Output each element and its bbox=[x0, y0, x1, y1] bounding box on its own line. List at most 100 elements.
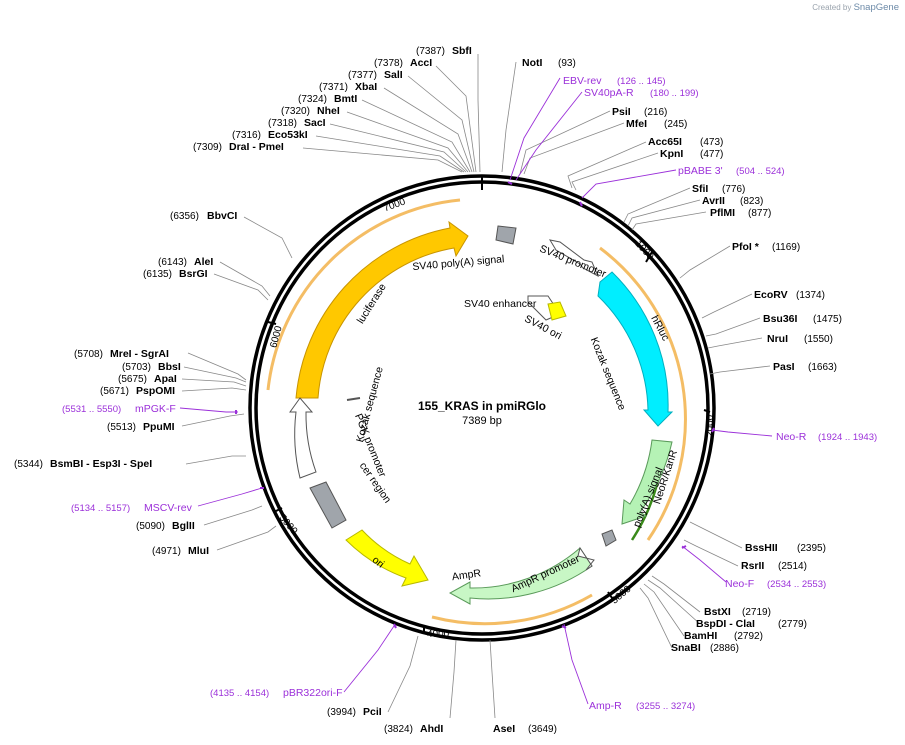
primers-group: EBV-rev (126 .. 145) SV40pA-R (180 .. 19… bbox=[62, 75, 877, 712]
enzyme-name: BglII bbox=[172, 520, 195, 532]
enzyme-pos: (3994) bbox=[327, 707, 356, 718]
ampr-feature bbox=[448, 547, 593, 605]
tick-marks bbox=[267, 176, 711, 634]
enzyme-pos: (2395) bbox=[797, 543, 826, 554]
feature-label-sv40-promoter: SV40 promoter bbox=[538, 243, 608, 281]
sv40-ori-feature bbox=[547, 301, 567, 321]
enzyme-name: MluI bbox=[188, 545, 209, 557]
enzyme-pos: (2779) bbox=[778, 619, 807, 630]
tick-label: 7000 bbox=[382, 196, 407, 214]
ampr-promoter-feature bbox=[577, 546, 595, 571]
enzyme-name: BbvCI bbox=[207, 210, 237, 222]
enzyme-pos: (5090) bbox=[136, 521, 165, 532]
snapgene-credit: Created by SnapGene bbox=[812, 2, 899, 13]
enzymes-left-group: (7387) SbfI (7378) AccI (7377) SalI (737… bbox=[14, 45, 472, 735]
enzyme-name: DraI - PmeI bbox=[229, 141, 284, 153]
plasmid-size: 7389 bp bbox=[462, 415, 502, 427]
enzyme-pos: (5675) bbox=[118, 374, 147, 385]
primer-pos: (126 .. 145) bbox=[617, 76, 666, 87]
enzyme-name: BsrGI bbox=[179, 268, 208, 280]
enzyme-pos: (477) bbox=[700, 149, 723, 160]
enzyme-name: NruI bbox=[767, 333, 788, 345]
enzyme-name: SfiI bbox=[692, 183, 708, 195]
enzyme-name: SnaBI bbox=[671, 642, 701, 654]
enzyme-name: BspDI - ClaI bbox=[696, 618, 755, 630]
enzyme-name: MfeI bbox=[626, 118, 647, 130]
enzyme-name: SacI bbox=[304, 117, 326, 129]
enzyme-pos: (2886) bbox=[710, 643, 739, 654]
primer-pos: (5134 .. 5157) bbox=[71, 503, 130, 514]
sv40-promoter-feature bbox=[548, 239, 600, 278]
feature-label-sv40-polya: SV40 poly(A) signal bbox=[412, 253, 505, 273]
snapgene-logo: SnapGene bbox=[853, 2, 899, 13]
enzyme-pos: (7320) bbox=[281, 106, 310, 117]
enzyme-pos: (473) bbox=[700, 137, 723, 148]
enzyme-name: AvrII bbox=[702, 195, 725, 207]
enzyme-pos: (6135) bbox=[143, 269, 172, 280]
enzyme-pos: (7324) bbox=[298, 94, 327, 105]
neokan-feature bbox=[621, 439, 673, 525]
primer-pos: (3255 .. 3274) bbox=[636, 701, 695, 712]
enzyme-pos: (7371) bbox=[319, 82, 348, 93]
feature-label-ori: ori bbox=[370, 554, 387, 571]
enzyme-name: AseI bbox=[493, 723, 515, 735]
enzyme-pos: (5703) bbox=[122, 362, 151, 373]
enzyme-pos: (6356) bbox=[170, 211, 199, 222]
enzyme-name: SbfI bbox=[452, 45, 472, 57]
luciferase-feature bbox=[295, 220, 469, 399]
primer-pos: (1924 .. 1943) bbox=[818, 432, 877, 443]
enzyme-name: PsiI bbox=[612, 106, 631, 118]
tick-label: 2000 bbox=[705, 414, 716, 437]
enzyme-name: AccI bbox=[410, 57, 432, 69]
enzyme-name: BsmBI - Esp3I - SpeI bbox=[50, 458, 152, 470]
primer-name: EBV-rev bbox=[563, 75, 602, 87]
enzyme-name: BstXI bbox=[704, 606, 731, 618]
hrluc-arc bbox=[599, 246, 687, 541]
enzyme-name: Bsu36I bbox=[763, 313, 798, 325]
enzyme-pos: (823) bbox=[740, 196, 763, 207]
enzyme-pos: (877) bbox=[748, 208, 771, 219]
enzyme-name: PfoI * bbox=[732, 241, 760, 253]
enzyme-name: EcoRV bbox=[754, 289, 788, 301]
enzyme-pos: (5344) bbox=[14, 459, 43, 470]
enzyme-name: KpnI bbox=[660, 148, 683, 160]
sv40-polya-feature bbox=[495, 225, 517, 245]
primer-name: Neo-F bbox=[725, 578, 754, 590]
enzyme-pos: (3824) bbox=[384, 724, 413, 735]
primer-marks bbox=[235, 181, 715, 629]
enzyme-pos: (7377) bbox=[348, 70, 377, 81]
enzyme-pos: (1550) bbox=[804, 334, 833, 345]
enzyme-pos: (2792) bbox=[734, 631, 763, 642]
enzyme-name: NotI bbox=[522, 57, 542, 69]
enzyme-pos: (776) bbox=[722, 184, 745, 195]
enzyme-pos: (7378) bbox=[374, 58, 403, 69]
enzyme-name: PpuMI bbox=[143, 421, 175, 433]
feature-label-sv40-enhancer: SV40 enhancer bbox=[464, 298, 537, 310]
enzyme-pos: (93) bbox=[558, 58, 576, 69]
enzyme-pos: (2719) bbox=[742, 607, 771, 618]
amp-arc bbox=[431, 593, 593, 626]
enzyme-pos: (1663) bbox=[808, 362, 837, 373]
enzyme-name: PasI bbox=[773, 361, 795, 373]
primer-pos: (504 .. 524) bbox=[736, 166, 785, 177]
enzymes-right-group: NotI (93) PsiI (216) MfeI (245) Acc65I (… bbox=[493, 57, 842, 735]
primer-leaders bbox=[179, 77, 773, 705]
primer-name: pBR322ori-F bbox=[283, 687, 343, 699]
pgk-promoter-feature bbox=[289, 397, 317, 479]
enzyme-pos: (5513) bbox=[107, 422, 136, 433]
enzyme-name: NheI bbox=[317, 105, 340, 117]
enzyme-pos: (5671) bbox=[100, 386, 129, 397]
plasmid-name: 155_KRAS in pmiRGlo bbox=[418, 399, 546, 413]
enzyme-name: PspOMI bbox=[136, 385, 175, 397]
enzyme-name: XbaI bbox=[355, 81, 377, 93]
enzyme-name: BbsI bbox=[158, 361, 181, 373]
enzyme-name: BssHII bbox=[745, 542, 778, 554]
enzyme-name: SalI bbox=[384, 69, 403, 81]
enzyme-pos: (4971) bbox=[152, 546, 181, 557]
ori-feature bbox=[345, 529, 429, 587]
primer-pos: (2534 .. 2553) bbox=[767, 579, 826, 590]
enzyme-pos: (1374) bbox=[796, 290, 825, 301]
primer-pos: (4135 .. 4154) bbox=[210, 688, 269, 699]
enzyme-pos: (3649) bbox=[528, 724, 557, 735]
enzyme-pos: (1475) bbox=[813, 314, 842, 325]
